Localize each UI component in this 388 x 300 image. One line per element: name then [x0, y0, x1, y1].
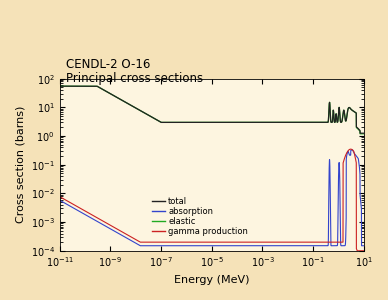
gamma production [355, 249, 360, 253]
total [358, 131, 362, 135]
elastic [240, 121, 244, 124]
Legend: total, absorption, elastic, gamma production: total, absorption, elastic, gamma produc… [149, 193, 251, 240]
absorption [113, 230, 117, 233]
absorption [350, 148, 354, 152]
gamma production [308, 240, 312, 244]
total [173, 121, 178, 124]
gamma production [173, 240, 178, 244]
absorption [308, 244, 312, 247]
elastic [57, 84, 62, 88]
absorption [57, 198, 62, 202]
absorption [255, 244, 260, 247]
gamma production [362, 249, 366, 253]
Line: absorption: absorption [60, 150, 364, 246]
absorption [173, 244, 178, 247]
gamma production [240, 240, 244, 244]
absorption [362, 244, 366, 247]
elastic [284, 121, 289, 124]
elastic [308, 121, 312, 124]
absorption [284, 244, 289, 247]
gamma production [348, 147, 353, 151]
X-axis label: Energy (MeV): Energy (MeV) [174, 275, 249, 285]
total [255, 121, 260, 124]
gamma production [255, 240, 260, 244]
total [362, 131, 366, 135]
total [57, 84, 62, 88]
Text: Principal cross sections: Principal cross sections [66, 72, 203, 85]
Line: total: total [60, 86, 364, 133]
gamma production [284, 240, 289, 244]
elastic [362, 132, 366, 136]
Line: gamma production: gamma production [60, 149, 364, 251]
absorption [138, 244, 142, 247]
total [284, 121, 289, 124]
total [308, 121, 312, 124]
elastic [255, 121, 260, 124]
total [113, 94, 117, 98]
Text: CENDL-2 O-16: CENDL-2 O-16 [66, 58, 150, 71]
Y-axis label: Cross section (barns): Cross section (barns) [15, 106, 25, 224]
gamma production [57, 195, 62, 198]
elastic [358, 132, 362, 136]
Line: elastic: elastic [60, 86, 364, 134]
absorption [240, 244, 244, 247]
gamma production [113, 226, 117, 230]
elastic [173, 121, 178, 124]
elastic [113, 94, 117, 98]
total [240, 121, 244, 124]
